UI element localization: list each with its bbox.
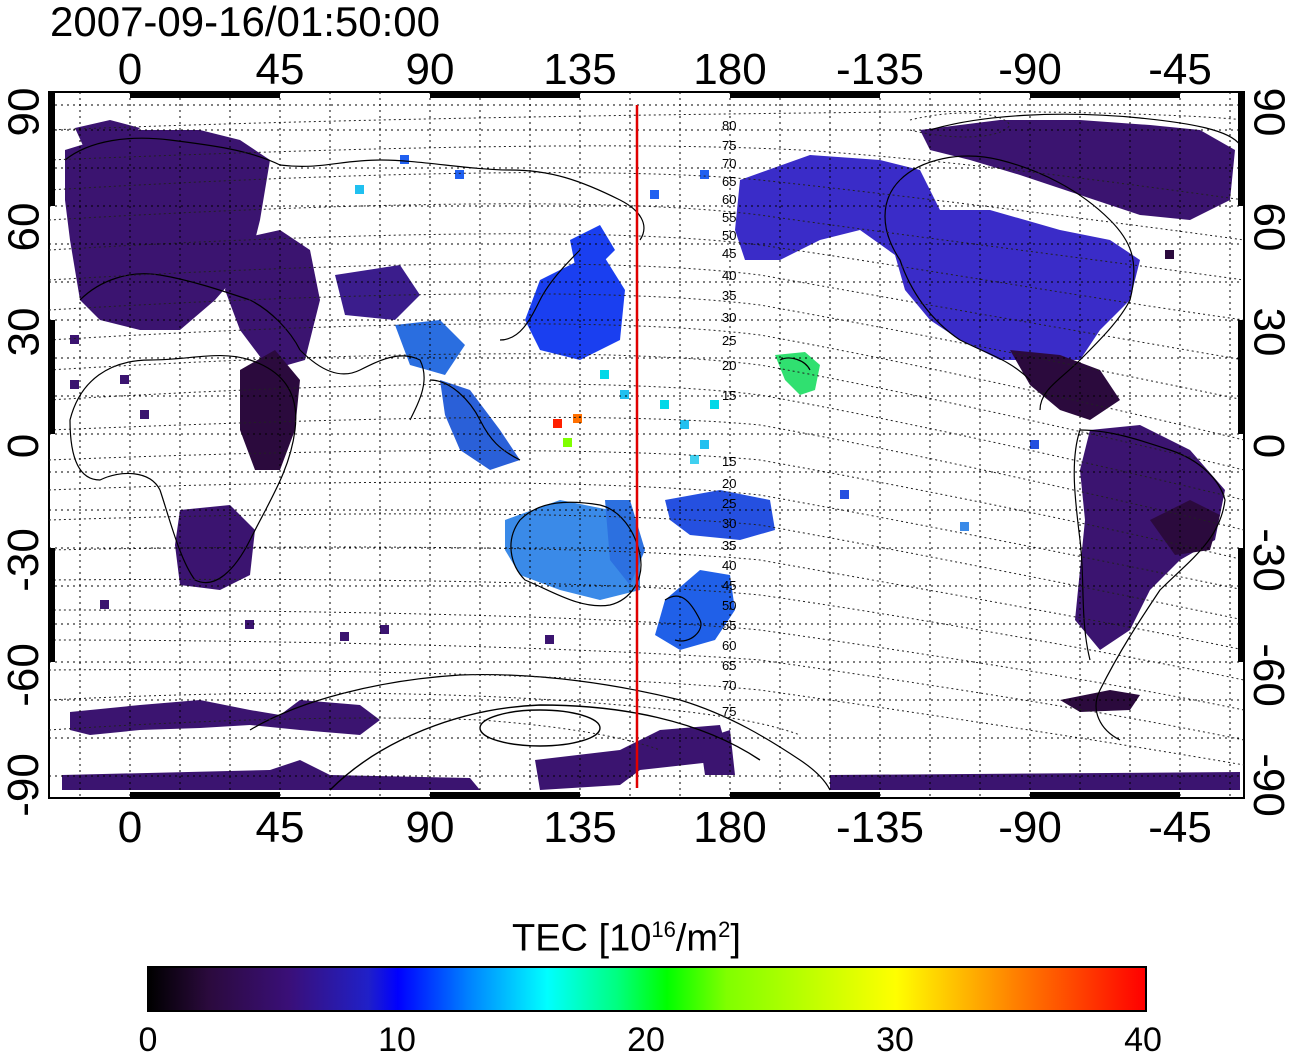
colorbar-title: TEC [1016/m2] — [512, 917, 741, 960]
contour-label: 65 — [722, 658, 736, 673]
contour-label: 55 — [722, 618, 736, 633]
top-lon-label: 45 — [255, 45, 305, 94]
contour-label: 40 — [722, 268, 736, 283]
top-lon-label: 90 — [405, 45, 455, 94]
colorbar-tick: 0 — [138, 1021, 158, 1059]
contour-label: 50 — [722, 598, 736, 613]
bottom-lon-label: 0 — [117, 803, 143, 852]
contour-label: 80 — [722, 118, 736, 133]
contour-label: 15 — [722, 388, 736, 403]
top-lon-label: -90 — [998, 45, 1062, 94]
bottom-lon-label: 45 — [255, 803, 305, 852]
colorbar-tick: 40 — [1124, 1021, 1162, 1059]
top-lon-label: -135 — [835, 45, 925, 94]
bottom-lon-label: 180 — [693, 803, 767, 852]
graticule — [49, 92, 1244, 798]
contour-label: 20 — [722, 476, 736, 491]
map-title: 2007-09-16/01:50:00 — [50, 0, 440, 45]
contour-label: 35 — [722, 538, 736, 553]
contour-label: 70 — [722, 156, 736, 171]
contour-label: 30 — [722, 310, 736, 325]
bottom-lon-label: -45 — [1148, 803, 1212, 852]
top-lon-label: 0 — [117, 45, 143, 94]
colorbar-tick: 30 — [876, 1021, 914, 1059]
colorbar-tick: 20 — [627, 1021, 665, 1059]
bottom-lon-label: -135 — [835, 803, 925, 852]
contour-label: 60 — [722, 192, 736, 207]
contour-label: 45 — [722, 246, 736, 261]
top-lon-label: 135 — [543, 45, 617, 94]
colorbar — [147, 966, 1147, 1012]
geomagnetic-contours — [49, 111, 1244, 766]
contour-label: 75 — [722, 138, 736, 153]
coastlines — [64, 113, 1241, 791]
bottom-lon-label: 135 — [543, 803, 617, 852]
bottom-lon-label: 90 — [405, 803, 455, 852]
contour-label: 45 — [722, 578, 736, 593]
contour-label: 25 — [722, 333, 736, 348]
contour-label: 65 — [722, 174, 736, 189]
contour-label: 60 — [722, 638, 736, 653]
top-lon-label: 180 — [693, 45, 767, 94]
contour-label: 35 — [722, 288, 736, 303]
contour-label: 75 — [722, 704, 736, 719]
bottom-lon-label: -90 — [998, 803, 1062, 852]
contour-label: 25 — [722, 496, 736, 511]
contour-label: 50 — [722, 228, 736, 243]
contour-label: 20 — [722, 358, 736, 373]
frame-ticks — [49, 92, 1244, 798]
contour-label: 70 — [722, 678, 736, 693]
contour-label: 40 — [722, 558, 736, 573]
contour-label: 15 — [722, 454, 736, 469]
contour-label: 55 — [722, 210, 736, 225]
contour-label-group: 80 75 70 65 60 55 50 45 40 35 30 25 20 1… — [722, 118, 736, 719]
contour-label: 30 — [722, 516, 736, 531]
top-lon-label: -45 — [1148, 45, 1212, 94]
colorbar-tick: 10 — [378, 1021, 416, 1059]
